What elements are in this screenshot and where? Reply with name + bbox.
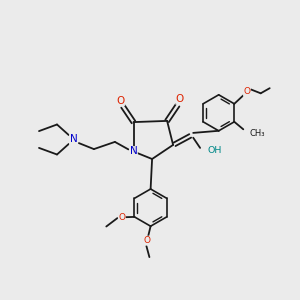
Text: O: O (143, 236, 151, 245)
Text: OH: OH (208, 146, 222, 155)
Text: CH₃: CH₃ (249, 129, 265, 138)
Text: O: O (176, 94, 184, 104)
Text: O: O (243, 87, 250, 96)
Text: O: O (116, 95, 125, 106)
Text: N: N (130, 146, 137, 157)
Text: O: O (118, 213, 125, 222)
Text: N: N (70, 134, 77, 145)
